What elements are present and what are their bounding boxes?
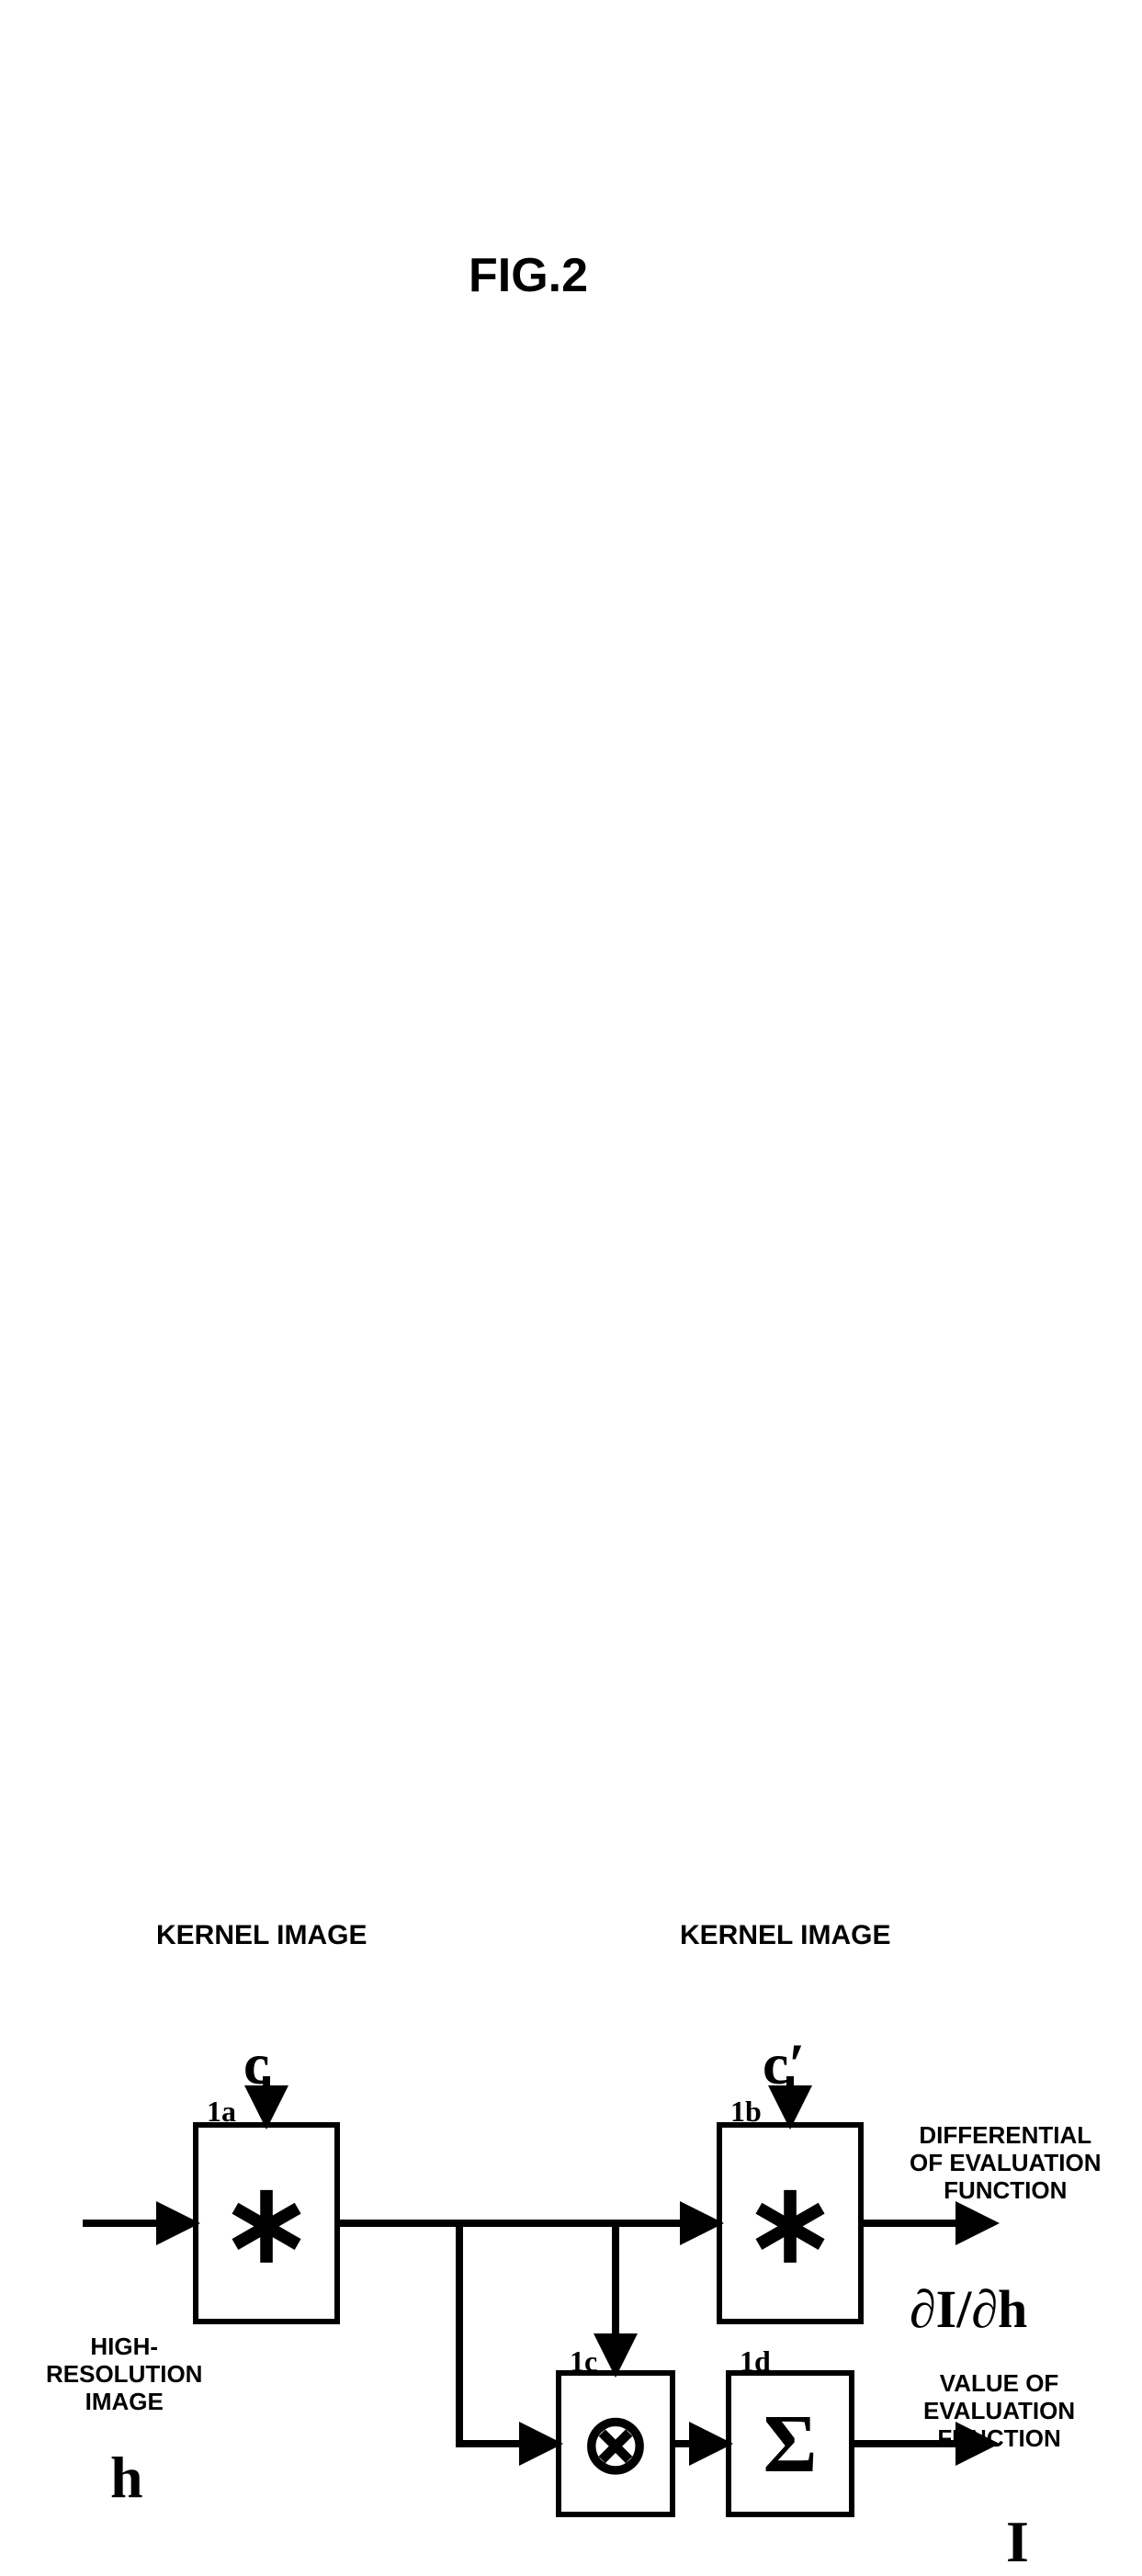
input-cprime-symbol: c′ — [763, 2030, 805, 2098]
output-diff-symbol: ∂I/∂h — [910, 2278, 1027, 2340]
arrow-branch-to-1c-left — [459, 2223, 556, 2444]
figure-title: FIG.2 — [469, 248, 588, 303]
block-1c-op: ⊗ — [581, 2396, 650, 2492]
block-1d: Σ — [726, 2370, 854, 2517]
diagram-canvas: FIG.2 HIGH- RESOLUTION IMAGE h KERNEL IM… — [0, 0, 1142, 2562]
block-1d-op: Σ — [763, 2397, 818, 2491]
output-diff-label: DIFFERENTIAL OF EVALUATION FUNCTION — [910, 2122, 1101, 2205]
block-1c: ⊗ — [556, 2370, 675, 2517]
block-1b: ∗ — [717, 2122, 864, 2324]
output-val-symbol: I — [1006, 2508, 1029, 2576]
input-cprime-label: KERNEL IMAGE — [680, 1920, 890, 1951]
block-1a: ∗ — [193, 2122, 340, 2324]
input-h-label: HIGH- RESOLUTION IMAGE — [46, 2333, 202, 2416]
input-h-symbol: h — [110, 2444, 143, 2512]
output-val-label: VALUE OF EVALUATION FUNCTION — [923, 2370, 1075, 2453]
block-1a-op: ∗ — [220, 2160, 313, 2288]
input-c-symbol: c — [243, 2030, 269, 2098]
input-c-label: KERNEL IMAGE — [156, 1920, 367, 1951]
block-1b-op: ∗ — [744, 2160, 837, 2288]
